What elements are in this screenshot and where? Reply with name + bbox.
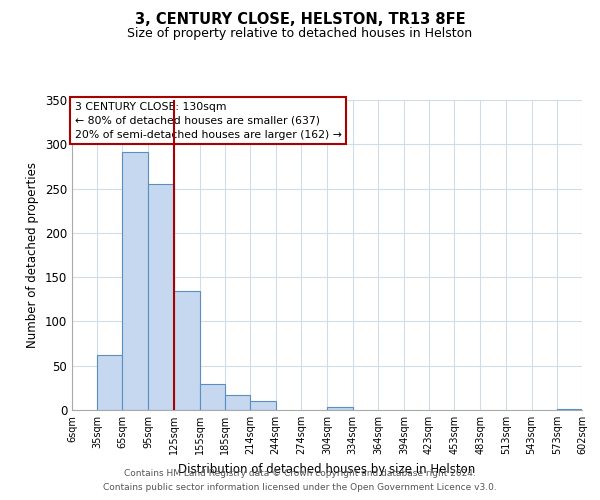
- Bar: [122, 152, 148, 410]
- Bar: [97, 355, 122, 410]
- Bar: [174, 292, 199, 410]
- Bar: [250, 401, 275, 410]
- Bar: [148, 184, 174, 410]
- Text: Contains public sector information licensed under the Open Government Licence v3: Contains public sector information licen…: [103, 484, 497, 492]
- Y-axis label: Number of detached properties: Number of detached properties: [26, 162, 40, 348]
- Text: Size of property relative to detached houses in Helston: Size of property relative to detached ho…: [127, 28, 473, 40]
- Text: 3 CENTURY CLOSE: 130sqm
← 80% of detached houses are smaller (637)
20% of semi-d: 3 CENTURY CLOSE: 130sqm ← 80% of detache…: [74, 102, 341, 140]
- Bar: [225, 395, 250, 410]
- Text: Contains HM Land Registry data © Crown copyright and database right 2024.: Contains HM Land Registry data © Crown c…: [124, 468, 476, 477]
- Bar: [199, 384, 225, 410]
- Text: 3, CENTURY CLOSE, HELSTON, TR13 8FE: 3, CENTURY CLOSE, HELSTON, TR13 8FE: [134, 12, 466, 28]
- Bar: [557, 409, 582, 410]
- X-axis label: Distribution of detached houses by size in Helston: Distribution of detached houses by size …: [178, 462, 476, 475]
- Bar: [327, 408, 353, 410]
